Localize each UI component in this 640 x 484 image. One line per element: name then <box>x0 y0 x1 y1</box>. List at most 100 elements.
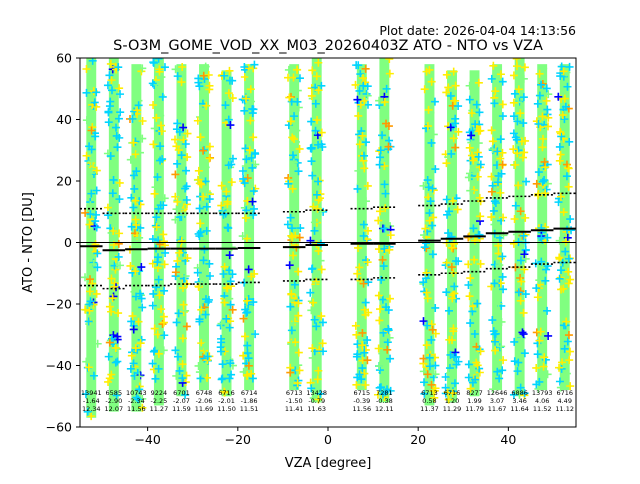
scatter-point <box>116 90 125 99</box>
bin-label-4-0: 6701 <box>173 389 190 397</box>
scatter-point <box>385 333 394 342</box>
scatter-point <box>430 97 439 106</box>
scatter-point <box>543 306 552 315</box>
scatter-point <box>363 91 372 100</box>
scatter-point <box>197 305 206 314</box>
bin-label-4-1: -2.07 <box>173 397 190 405</box>
scatter-point <box>448 76 457 85</box>
scatter-point <box>564 254 573 263</box>
scatter-point <box>171 65 180 74</box>
scatter-point <box>293 86 302 95</box>
bin-label-9-1: -0.79 <box>308 397 325 405</box>
scatter-point <box>519 74 528 83</box>
bin-label-5-1: -2.06 <box>196 397 213 405</box>
bin-label-6-2: 11.50 <box>217 405 236 413</box>
scatter-point <box>429 386 438 395</box>
scatter-layer <box>81 58 576 421</box>
scatter-point <box>561 102 570 111</box>
bin-label-15-0: 12646 <box>487 389 508 397</box>
scatter-point <box>363 100 372 109</box>
bin-label-3-0: 9224 <box>151 389 168 397</box>
scatter-point <box>157 305 166 314</box>
scatter-point <box>182 196 191 205</box>
scatter-point <box>499 285 508 294</box>
scatter-point <box>519 153 528 162</box>
scatter-point <box>385 69 394 78</box>
scatter-point <box>242 234 251 243</box>
scatter-point <box>133 66 142 75</box>
scatter-point <box>360 151 369 160</box>
scatter-point <box>470 330 479 339</box>
scatter-point <box>469 302 478 311</box>
scatter-point <box>313 375 322 384</box>
x-axis-label: VZA [degree] <box>285 456 372 471</box>
bin-label-6-1: -2.01 <box>218 397 235 405</box>
scatter-point <box>513 149 522 158</box>
y-axis-label: ATO - NTO [DU] <box>21 192 36 293</box>
scatter-point <box>109 331 118 340</box>
scatter-point <box>158 155 167 164</box>
stats-layer <box>80 192 576 290</box>
scatter-point <box>380 224 389 233</box>
scatter-point <box>246 116 255 125</box>
scatter-point <box>358 131 367 140</box>
scatter-point <box>104 107 113 116</box>
scatter-point <box>376 207 385 216</box>
scatter-point <box>293 379 302 388</box>
scatter-point <box>354 166 363 175</box>
scatter-point <box>227 178 236 187</box>
scatter-point <box>426 197 435 206</box>
scatter-point <box>475 231 484 240</box>
scatter-point <box>520 250 529 259</box>
scatter-point <box>491 146 500 155</box>
scatter-point <box>558 111 567 120</box>
scatter-point <box>222 187 231 196</box>
scatter-point <box>565 137 574 146</box>
scatter-point <box>356 100 365 109</box>
scatter-point <box>203 352 212 361</box>
scatter-point <box>562 160 571 169</box>
scatter-point <box>173 352 182 361</box>
scatter-point <box>138 303 147 312</box>
bin-label-11-0: 7281 <box>376 389 393 397</box>
scatter-point <box>218 374 227 383</box>
scatter-point <box>498 252 507 261</box>
scatter-point <box>543 179 552 188</box>
scatter-point <box>444 229 453 238</box>
scatter-point <box>488 316 497 325</box>
bin-core <box>469 70 480 397</box>
bin-core <box>559 64 570 391</box>
scatter-point <box>522 177 531 186</box>
scatter-point <box>287 326 296 335</box>
scatter-point <box>195 82 204 91</box>
scatter-point <box>176 205 185 214</box>
scatter-point <box>512 135 521 144</box>
scatter-point <box>221 101 230 110</box>
bin-scatter-7 <box>238 60 260 391</box>
scatter-point <box>148 359 157 368</box>
scatter-point <box>196 278 205 287</box>
scatter-point <box>178 334 187 343</box>
scatter-point <box>361 197 370 206</box>
bin-label-7-2: 11.51 <box>240 405 259 413</box>
scatter-point <box>516 287 525 296</box>
scatter-point <box>554 92 563 101</box>
scatter-point <box>314 177 323 186</box>
scatter-point <box>250 149 259 158</box>
scatter-point <box>148 301 157 310</box>
scatter-point <box>286 368 295 377</box>
scatter-point <box>307 297 316 306</box>
bin-core <box>356 64 367 391</box>
scatter-point <box>442 159 451 168</box>
scatter-point <box>159 346 168 355</box>
scatter-point <box>91 132 100 141</box>
scatter-point <box>537 80 546 89</box>
scatter-point <box>203 188 212 197</box>
scatter-point <box>353 184 362 193</box>
scatter-point <box>564 182 573 191</box>
scatter-point <box>289 135 298 144</box>
bin-label-1-1: -2.90 <box>105 397 122 405</box>
scatter-point <box>150 324 159 333</box>
scatter-point <box>382 303 391 312</box>
scatter-point <box>196 219 205 228</box>
